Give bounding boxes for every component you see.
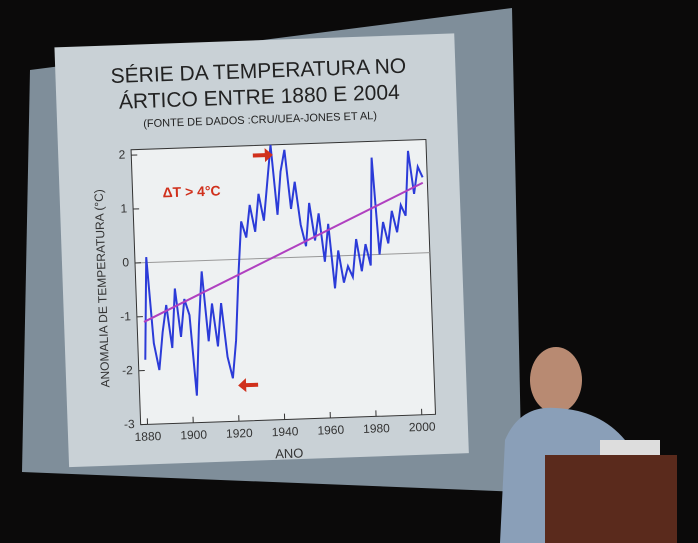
trend-line: [143, 181, 424, 323]
podium: [545, 455, 677, 543]
arrow-bottom: [238, 378, 259, 393]
laptop: [600, 440, 660, 455]
y-tick-label: 0: [122, 255, 129, 269]
arrow-top: [252, 148, 273, 163]
annotation: ΔT > 4°C: [162, 182, 221, 200]
y-axis-label: ANOMALIA DE TEMPERATURA (°C): [92, 189, 113, 388]
speaker: [500, 347, 677, 543]
zero-line: [135, 252, 430, 264]
x-tick-label: 1900: [180, 427, 207, 442]
y-tick-label: 1: [120, 201, 127, 215]
plot: -3 -2 -1 0 1 2 1880 1900 1920 1940 1960 1980 2000 ANO…: [92, 138, 437, 461]
y-tick-label: 2: [118, 148, 125, 162]
head: [530, 347, 582, 413]
data-line: [144, 144, 424, 396]
x-tick-label: 1940: [271, 424, 298, 439]
y-tick-label: -2: [122, 363, 133, 377]
y-tick-label: -3: [124, 417, 135, 431]
x-tick-label: 1960: [317, 423, 344, 438]
x-tick-label: 1880: [134, 429, 161, 444]
x-tick-label: 2000: [409, 419, 436, 434]
x-tick-label: 1980: [363, 421, 390, 436]
slide: SÉRIE DA TEMPERATURA NO ÁRTICO ENTRE 188…: [54, 33, 469, 468]
y-tick-label: -1: [120, 309, 131, 323]
plot-area: [130, 138, 437, 426]
x-axis-label: ANO: [275, 445, 304, 461]
x-tick-label: 1920: [226, 426, 253, 441]
